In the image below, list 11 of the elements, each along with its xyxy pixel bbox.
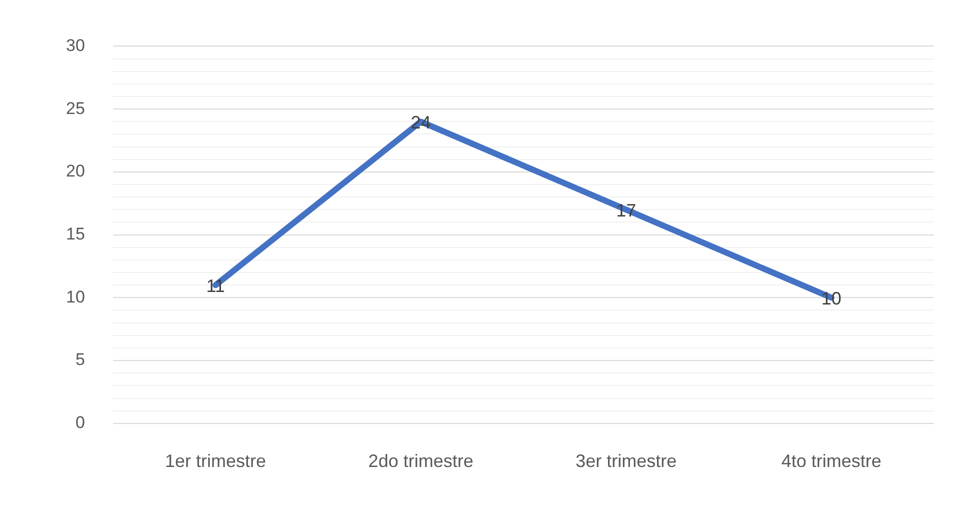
x-tick-label: 3er trimestre	[576, 451, 677, 472]
x-tick-label: 4to trimestre	[781, 451, 882, 472]
y-tick-label: 15	[66, 224, 85, 244]
y-tick-label: 20	[66, 162, 85, 181]
y-tick-label: 25	[66, 98, 85, 118]
y-tick-label: 0	[75, 413, 85, 432]
y-tick-label: 5	[75, 350, 85, 370]
y-tick-label: 10	[66, 287, 85, 306]
x-tick-label: 2do trimestre	[368, 451, 474, 472]
x-tick-label: 1er trimestre	[165, 451, 266, 472]
y-tick-label: 30	[66, 36, 85, 55]
